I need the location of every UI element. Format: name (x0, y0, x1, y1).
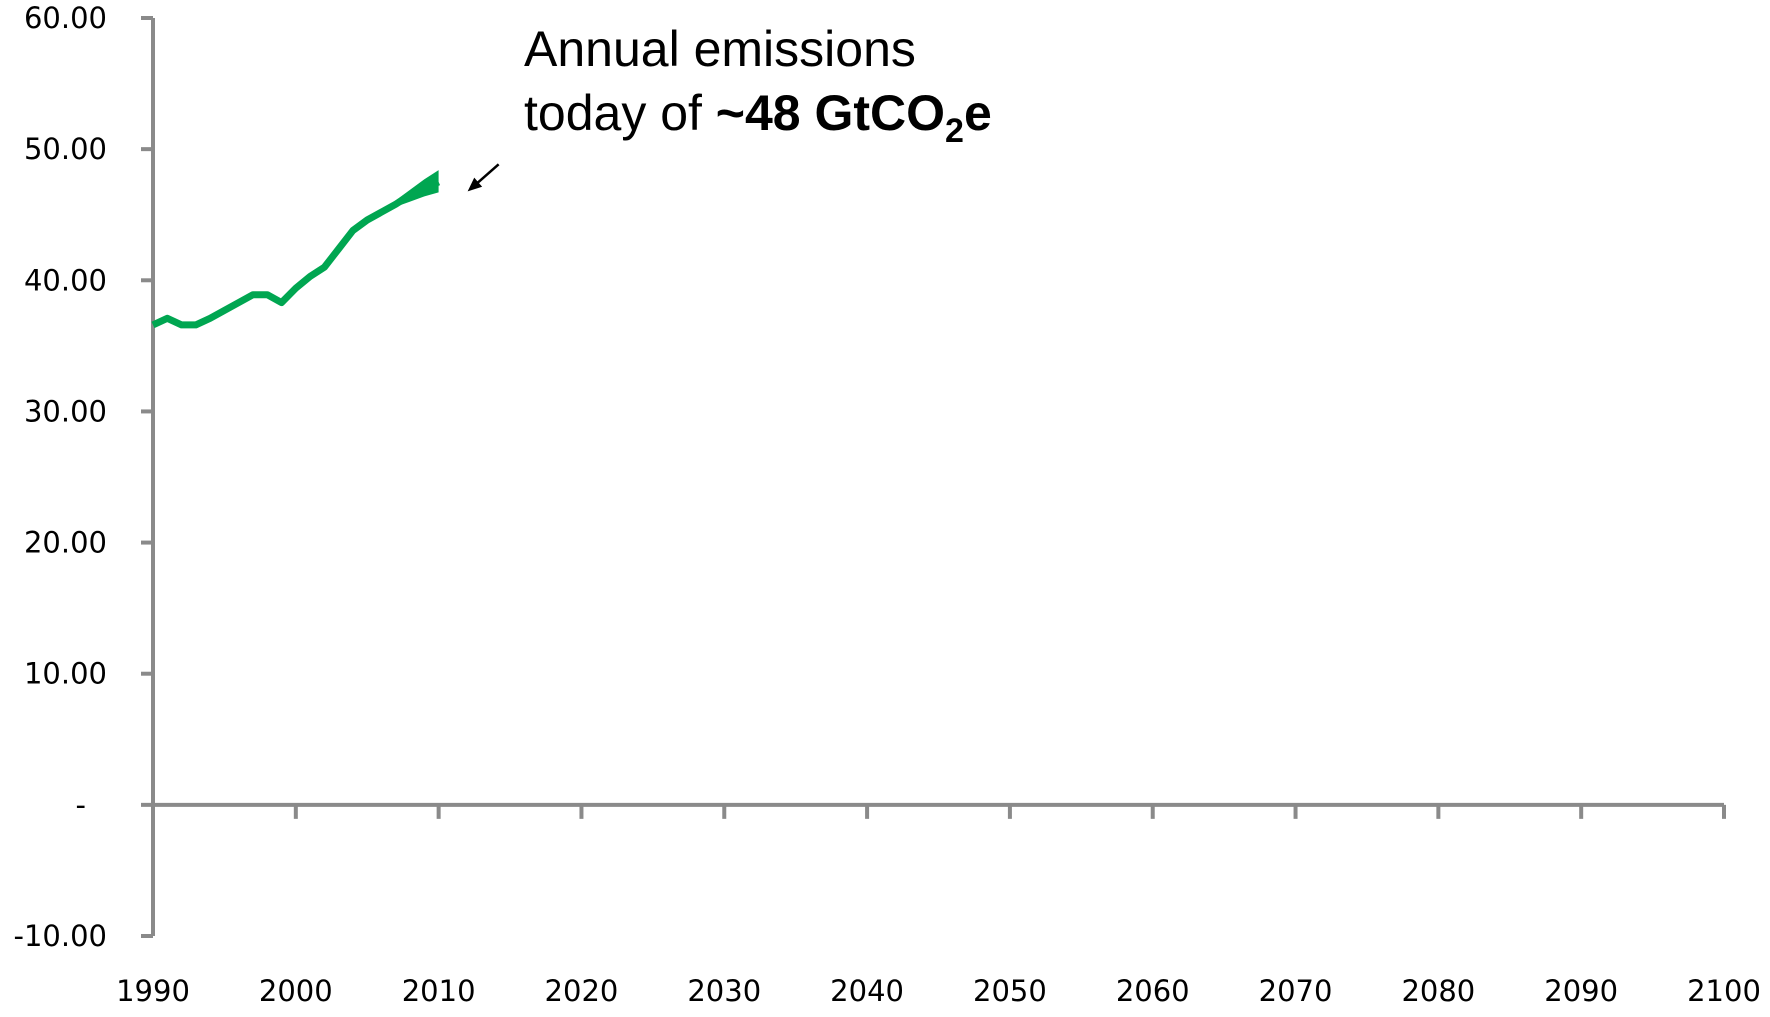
x-tick-label: 2100 (1687, 974, 1761, 1008)
annotation-prefix: today of (524, 85, 716, 141)
y-tick-label: 60.00 (24, 1, 107, 35)
y-tick-label: 50.00 (24, 132, 107, 166)
x-tick-label: 2070 (1259, 974, 1333, 1008)
x-tick-label: 2030 (687, 974, 761, 1008)
y-tick-label: 20.00 (24, 526, 107, 560)
y-tick-label: - (76, 788, 86, 822)
y-tick-label: -10.00 (14, 919, 108, 953)
x-tick-label: 2060 (1116, 974, 1190, 1008)
x-tick-label: 2050 (973, 974, 1047, 1008)
x-tick-label: 2020 (545, 974, 619, 1008)
x-tick-label: 1990 (116, 974, 190, 1008)
y-tick-label: 10.00 (24, 657, 107, 691)
series-layer (151, 170, 441, 329)
x-axis: 1990 2000 2010 2020 2030 2040 2050 2060 2070 2080… (116, 802, 1761, 1008)
series-line (151, 178, 441, 329)
annotation-suffix: e (964, 85, 992, 141)
x-tick-label: 2040 (830, 974, 904, 1008)
x-tick-label: 2080 (1401, 974, 1475, 1008)
annotation-value: ~48 GtCO (716, 85, 945, 141)
annotation-line-1: Annual emissions (524, 21, 916, 77)
annotation-line-2: today of ~48 GtCO2e (524, 85, 992, 150)
y-tick-label: 30.00 (24, 394, 107, 428)
x-tick-label: 2010 (402, 974, 476, 1008)
y-axis: 60.00 50.00 40.00 30.00 20.00 10.00 - -10.00 (14, 1, 155, 953)
x-tick-label: 2000 (259, 974, 333, 1008)
x-tick-label: 2090 (1544, 974, 1618, 1008)
annotation-arrowhead (467, 177, 483, 192)
y-tick-label: 40.00 (24, 263, 107, 297)
annotation-subscript: 2 (945, 112, 964, 150)
